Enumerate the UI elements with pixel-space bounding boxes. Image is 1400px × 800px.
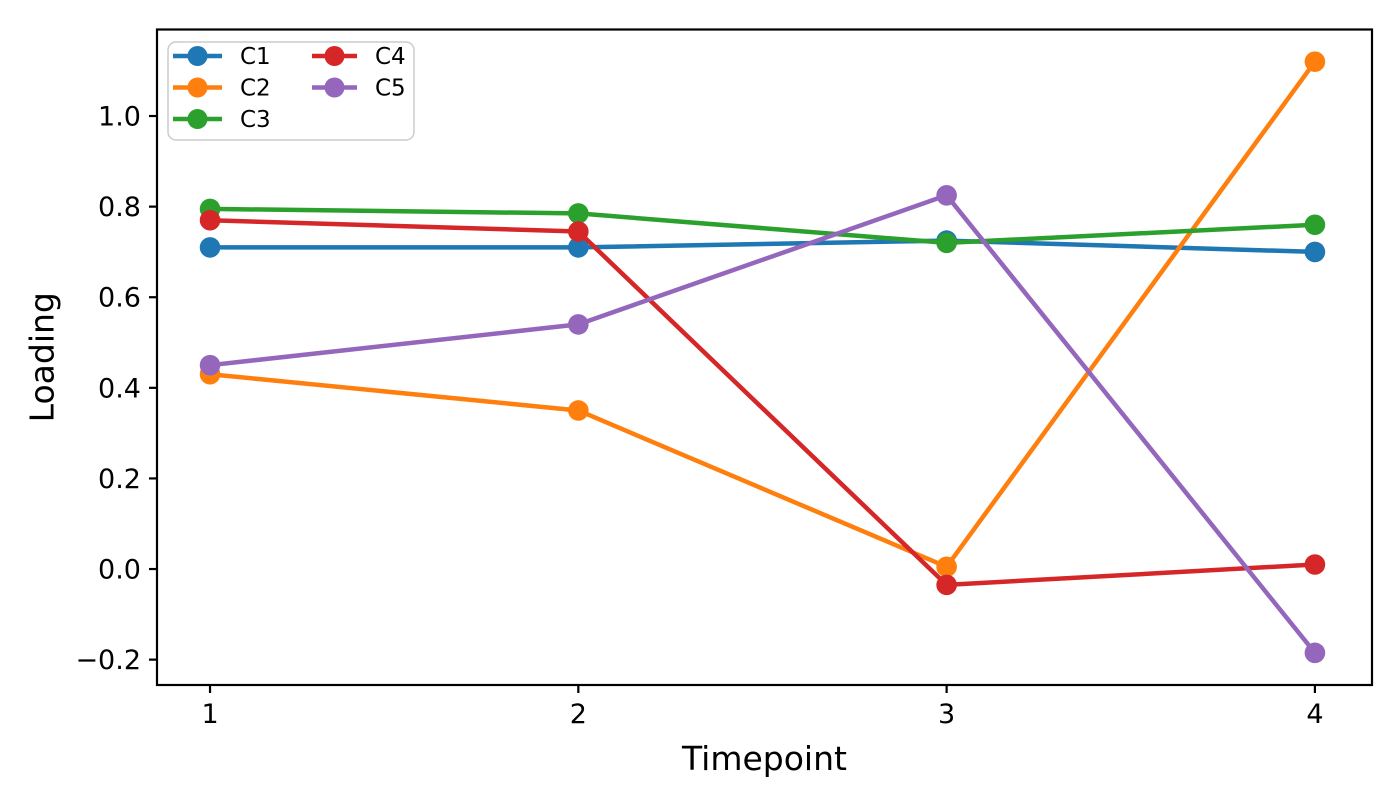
y-axis-label: Loading xyxy=(23,292,62,422)
data-point-C4-t3 xyxy=(936,574,957,596)
x-tick-label: 3 xyxy=(938,699,955,730)
legend-label: C4 xyxy=(375,44,406,70)
legend: C1 C2 C3 C4 C5 xyxy=(167,41,415,141)
series-line-C1 xyxy=(210,238,1315,255)
legend-label: C5 xyxy=(375,76,406,102)
data-point-C5-t1 xyxy=(199,354,221,376)
legend-label: C3 xyxy=(240,107,271,133)
series-line-C5 xyxy=(209,193,1317,655)
legend-marker xyxy=(324,77,345,98)
axis-ticks: 1 2 3 4 −0.2 0.0 0.2 0.4 0.6 0.8 1.0 xyxy=(75,101,1323,730)
y-tick-label: 0.8 xyxy=(98,192,141,223)
series-C1 xyxy=(199,230,1326,263)
legend-label: C2 xyxy=(240,76,271,102)
y-tick-label: 0.2 xyxy=(98,464,141,495)
legend-item-C1: C1 xyxy=(173,44,271,70)
legend-marker xyxy=(324,46,345,66)
legend-box xyxy=(167,41,415,141)
data-point-C3-t2 xyxy=(568,203,589,224)
legend-marker xyxy=(187,46,208,66)
data-point-C5-t2 xyxy=(568,314,589,335)
series-C5 xyxy=(199,185,1326,664)
legend-item-C3: C3 xyxy=(173,107,271,133)
series-C2 xyxy=(199,51,1326,578)
data-point-C3-t4 xyxy=(1304,214,1326,236)
x-tick-label: 1 xyxy=(201,699,218,730)
series-line-C3 xyxy=(210,206,1316,246)
data-point-C4-t1 xyxy=(199,209,221,231)
series-line-C2 xyxy=(209,60,1317,570)
legend-item-C2: C2 xyxy=(173,76,271,102)
y-tick-label: 0.0 xyxy=(98,554,141,585)
data-point-C1-t2 xyxy=(568,237,589,258)
data-point-C4-t2 xyxy=(568,221,589,242)
series-line-C4 xyxy=(209,217,1316,588)
data-point-C2-t4 xyxy=(1304,51,1326,72)
y-tick-label: 0.4 xyxy=(98,373,141,404)
data-point-C3-t3 xyxy=(936,232,957,254)
series-C4 xyxy=(199,209,1326,596)
x-axis-label: Timepoint xyxy=(681,739,847,778)
data-point-C1-t1 xyxy=(199,237,221,258)
legend-marker xyxy=(187,77,208,98)
data-point-C4-t4 xyxy=(1304,554,1326,575)
data-point-C2-t3 xyxy=(936,556,957,578)
legend-item-C4: C4 xyxy=(312,44,406,70)
data-point-C5-t3 xyxy=(936,185,957,206)
axes-frame xyxy=(155,28,1374,687)
data-point-C1-t4 xyxy=(1304,241,1326,263)
legend-item-C5: C5 xyxy=(312,76,406,102)
x-tick-label: 2 xyxy=(570,699,587,730)
y-tick-label: −0.2 xyxy=(75,645,141,676)
y-tick-label: 0.6 xyxy=(98,283,141,314)
data-point-C5-t4 xyxy=(1304,642,1326,664)
legend-marker xyxy=(187,109,208,129)
x-tick-label: 4 xyxy=(1306,699,1323,730)
legend-label: C1 xyxy=(240,44,271,70)
y-tick-label: 1.0 xyxy=(98,101,141,132)
data-point-C2-t2 xyxy=(568,400,589,421)
